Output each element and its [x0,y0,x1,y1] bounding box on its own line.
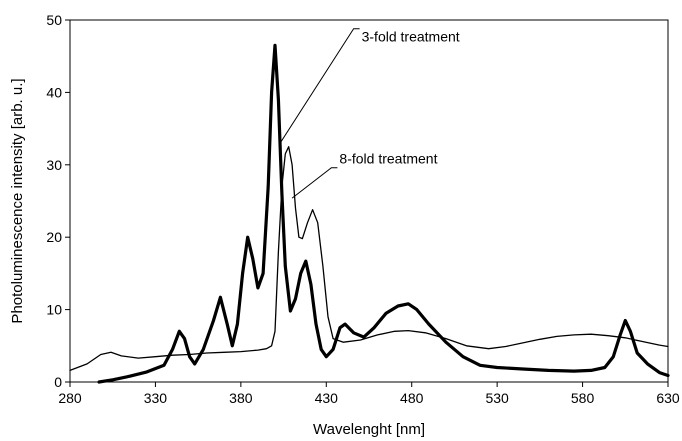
plot-frame [69,19,669,383]
annotation-label: 8-fold treatment [339,150,437,166]
y-tick-label: 0 [54,374,62,390]
y-tick-label: 50 [46,12,62,28]
y-axis-title: Photoluminescence intensity [arb. u.] [9,78,26,323]
series-line-8-fold [69,146,669,372]
x-tick-label: 630 [656,390,680,406]
x-tick-label: 330 [144,390,168,406]
series-layer [69,43,670,384]
y-axis: 0 10 20 30 40 50 [46,12,70,390]
x-tick-label: 580 [571,390,595,406]
y-tick-label: 10 [46,302,62,318]
annotation-layer: 3-fold treatment 8-fold treatment [279,28,460,199]
x-axis-title: Wavelenght [nm] [313,421,425,438]
annotation-leader [291,167,338,199]
x-tick-label: 530 [485,390,509,406]
y-tick-label: 20 [46,229,62,245]
annotation-leader [279,28,360,144]
x-tick-label: 480 [400,390,424,406]
x-tick-label: 430 [315,390,339,406]
y-tick-label: 40 [46,84,62,100]
series-line-3-fold [97,43,670,384]
y-tick-label: 30 [46,157,62,173]
x-tick-label: 280 [58,390,82,406]
x-axis: 280 330 380 430 480 530 580 630 [58,382,680,406]
annotation-label: 3-fold treatment [362,29,460,45]
x-tick-label: 380 [229,390,253,406]
